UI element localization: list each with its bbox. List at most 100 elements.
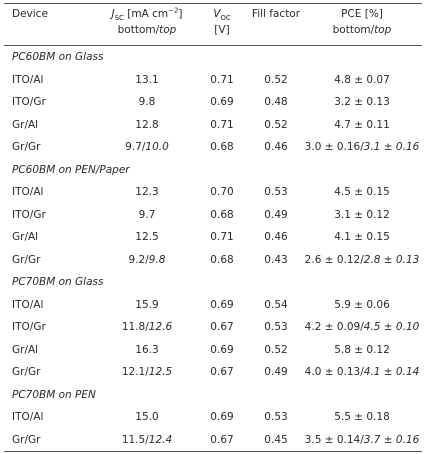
text-run: 4.0 ± 0.13/ xyxy=(304,366,364,378)
row-label: Gr/Al xyxy=(12,118,39,131)
cell-value: 0.69 xyxy=(210,96,234,108)
cell-value: 0.46 xyxy=(264,141,288,153)
bottom-rule xyxy=(4,451,422,452)
row-label: ITO/Gr xyxy=(12,96,46,108)
text-run: Device xyxy=(12,8,48,20)
cell-value: 0.67 xyxy=(210,433,234,446)
header-rule xyxy=(4,45,422,46)
cell-value: 15.0 xyxy=(135,411,159,423)
cell-value: 0.45 xyxy=(264,433,288,446)
cell-value: 13.1 xyxy=(135,73,159,86)
text-run: Fill factor xyxy=(251,8,301,20)
section-title: PC60BM on PEN/Paper xyxy=(12,163,130,176)
text-run: 11.8/ xyxy=(121,321,149,333)
text-run: [V] xyxy=(214,24,230,36)
cell-value: 0.53 xyxy=(264,186,288,198)
cell-value: 0.69 xyxy=(210,298,234,311)
row-label: ITO/Al xyxy=(12,73,44,86)
cell-value: 0.52 xyxy=(264,73,288,86)
text-run: 3.0 ± 0.16/ xyxy=(304,141,364,153)
row-label: Gr/Gr xyxy=(12,141,41,153)
cell-value: 12.8 xyxy=(135,118,159,131)
text-run: 11.5/ xyxy=(121,433,149,446)
cell-value: 11.8/12.6 xyxy=(47,320,247,334)
cell-value: 4.8 ± 0.07 xyxy=(334,73,390,86)
text-run: top xyxy=(159,24,177,36)
cell-value: 11.5/12.4 xyxy=(47,433,247,447)
cell-value: 0.68 xyxy=(210,208,234,221)
cell-value: 9.2/9.8 xyxy=(47,253,247,267)
text-run: ] xyxy=(178,8,183,20)
cell-value: 0.67 xyxy=(210,321,234,333)
cell-value: 0.53 xyxy=(264,321,288,333)
cell-value: 0.52 xyxy=(264,343,288,356)
row-label: Gr/Gr xyxy=(12,433,41,446)
text-run: −2 xyxy=(168,6,179,15)
cell-value: 4.7 ± 0.11 xyxy=(334,118,390,131)
text-run: 9.2/ xyxy=(128,253,149,266)
cell-value: 3.1 ± 0.12 xyxy=(334,208,390,221)
text-run: 2.8 ± 0.13 xyxy=(363,253,420,266)
top-rule xyxy=(4,3,422,4)
cell-value: 16.3 xyxy=(135,343,159,356)
cell-value: 0.48 xyxy=(264,96,288,108)
cell-value: 0.71 xyxy=(210,231,234,243)
text-run: top xyxy=(374,24,392,36)
cell-value: 0.71 xyxy=(210,73,234,86)
section-title: PC70BM on PEN xyxy=(12,388,96,401)
cell-value: 4.1 ± 0.15 xyxy=(334,231,390,243)
cell-value: 3.2 ± 0.13 xyxy=(334,96,390,108)
cell-value: 4.0 ± 0.13/4.1 ± 0.14 xyxy=(262,365,426,379)
cell-value: 0.53 xyxy=(264,411,288,423)
text-run: 12.1/ xyxy=(121,366,149,378)
text-run: 9.8 xyxy=(148,253,166,266)
row-label: ITO/Al xyxy=(12,411,44,423)
header-cell: VOC xyxy=(122,7,322,22)
cell-value: 0.70 xyxy=(210,186,234,198)
section-title: PC70BM on Glass xyxy=(12,276,104,288)
header-cell: bottom/top xyxy=(47,23,247,37)
header-cell: bottom/top xyxy=(262,23,426,37)
cell-value: 0.69 xyxy=(210,411,234,423)
text-run: bottom/ xyxy=(117,24,160,36)
text-run: V xyxy=(213,8,221,20)
cell-value: 3.5 ± 0.14/3.7 ± 0.16 xyxy=(262,433,426,447)
cell-value: 15.9 xyxy=(135,298,159,311)
text-run: 4.2 ± 0.09/ xyxy=(304,321,364,333)
header-cell: Device xyxy=(12,7,48,21)
cell-value: 0.43 xyxy=(264,253,288,266)
row-label: Gr/Al xyxy=(12,231,39,243)
header-cell: PCE [%] xyxy=(262,7,426,21)
text-run: SC xyxy=(114,14,124,23)
text-run: 3.7 ± 0.16 xyxy=(363,433,420,446)
cell-value: 3.0 ± 0.16/3.1 ± 0.16 xyxy=(262,140,426,154)
cell-value: 5.8 ± 0.12 xyxy=(334,343,390,356)
header-cell: Fill factor xyxy=(176,7,376,21)
text-run: 12.4 xyxy=(148,433,173,446)
cell-value: 0.54 xyxy=(264,298,288,311)
cell-value: 12.3 xyxy=(135,186,159,198)
cell-value: 0.69 xyxy=(210,343,234,356)
row-label: ITO/Al xyxy=(12,298,44,311)
text-run: 12.6 xyxy=(148,321,173,333)
cell-value: 0.71 xyxy=(210,118,234,131)
text-run: J xyxy=(111,8,115,20)
section-title: PC60BM on Glass xyxy=(12,51,104,63)
cell-value: 0.46 xyxy=(264,231,288,243)
text-run: PCE [%] xyxy=(341,8,383,20)
header-cell: [V] xyxy=(122,23,322,37)
cell-value: 5.9 ± 0.06 xyxy=(334,298,390,311)
cell-value: 0.52 xyxy=(264,118,288,131)
text-run: 4.1 ± 0.14 xyxy=(363,366,420,378)
cell-value: 0.68 xyxy=(210,141,234,153)
cell-value: 2.6 ± 0.12/2.8 ± 0.13 xyxy=(262,253,426,267)
cell-value: 0.49 xyxy=(264,366,288,378)
text-run: [mA cm xyxy=(123,8,169,20)
text-run: bottom/ xyxy=(332,24,375,36)
text-run: 3.1 ± 0.16 xyxy=(363,141,420,153)
text-run: 12.5 xyxy=(148,366,173,378)
row-label: ITO/Al xyxy=(12,186,44,198)
text-run: 10.0 xyxy=(145,141,169,153)
cell-value: 5.5 ± 0.18 xyxy=(334,411,390,423)
